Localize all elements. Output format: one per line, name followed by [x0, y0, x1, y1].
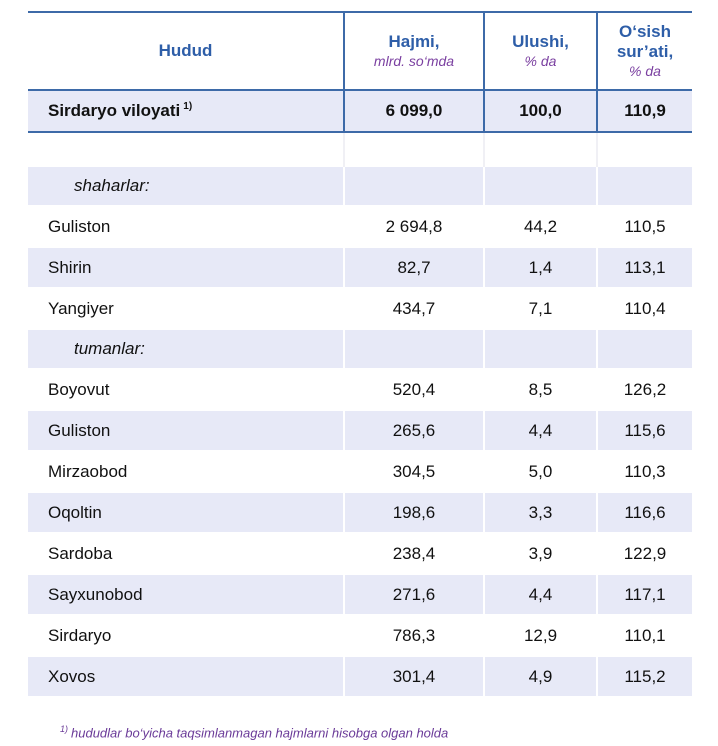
section-row-districts: tumanlar: — [28, 328, 692, 368]
row-growth: 115,2 — [596, 655, 692, 696]
row-volume: 304,5 — [343, 450, 483, 491]
row-share: 3,9 — [483, 532, 596, 573]
row-share: 44,2 — [483, 205, 596, 246]
row-name: Sayxunobod — [28, 573, 343, 614]
row-growth: 113,1 — [596, 246, 692, 287]
row-growth: 116,6 — [596, 491, 692, 532]
row-share: 4,4 — [483, 573, 596, 614]
row-name: Sirdaryo — [28, 614, 343, 655]
header-growth-unit: % da — [629, 63, 661, 79]
row-share: 1,4 — [483, 246, 596, 287]
table-row: Xovos 301,4 4,9 115,2 — [28, 655, 692, 696]
row-name: Sardoba — [28, 532, 343, 573]
row-name: Shirin — [28, 246, 343, 287]
row-volume: 520,4 — [343, 368, 483, 409]
row-share: 4,4 — [483, 409, 596, 450]
row-growth: 115,6 — [596, 409, 692, 450]
header-region: Hudud — [28, 11, 343, 91]
row-name: Boyovut — [28, 368, 343, 409]
table-row: Sardoba 238,4 3,9 122,9 — [28, 532, 692, 573]
header-region-label: Hudud — [158, 41, 213, 60]
header-volume: Hajmi, mlrd. so‘mda — [343, 11, 483, 91]
header-growth-label-2: sur’ati, — [616, 42, 674, 61]
row-name: Oqoltin — [28, 491, 343, 532]
table-row: Guliston 2 694,8 44,2 110,5 — [28, 205, 692, 246]
row-name: Xovos — [28, 655, 343, 696]
table-row: Guliston 265,6 4,4 115,6 — [28, 409, 692, 450]
row-growth: 110,1 — [596, 614, 692, 655]
row-growth: 110,3 — [596, 450, 692, 491]
section-label-cities: shaharlar: — [28, 167, 343, 205]
row-growth: 110,5 — [596, 205, 692, 246]
footnote-marker: 1) — [60, 724, 69, 734]
row-volume: 82,7 — [343, 246, 483, 287]
row-share: 8,5 — [483, 368, 596, 409]
row-growth: 117,1 — [596, 573, 692, 614]
table-row: Oqoltin 198,6 3,3 116,6 — [28, 491, 692, 532]
spacer-row — [28, 133, 692, 167]
total-volume: 6 099,0 — [343, 91, 483, 133]
row-growth: 122,9 — [596, 532, 692, 573]
row-share: 7,1 — [483, 287, 596, 328]
total-growth: 110,9 — [596, 91, 692, 133]
row-volume: 238,4 — [343, 532, 483, 573]
header-growth: O‘sish sur’ati, % da — [596, 11, 692, 91]
row-name: Mirzaobod — [28, 450, 343, 491]
total-name-cell: Sirdaryo viloyati 1) — [28, 91, 343, 133]
row-volume: 434,7 — [343, 287, 483, 328]
row-share: 4,9 — [483, 655, 596, 696]
table-header: Hudud Hajmi, mlrd. so‘mda Ulushi, % da O… — [28, 11, 692, 91]
table-row: Shirin 82,7 1,4 113,1 — [28, 246, 692, 287]
header-volume-unit: mlrd. so‘mda — [373, 53, 455, 69]
row-volume: 271,6 — [343, 573, 483, 614]
row-volume: 198,6 — [343, 491, 483, 532]
header-share-label: Ulushi, — [512, 32, 569, 51]
table-row: Boyovut 520,4 8,5 126,2 — [28, 368, 692, 409]
footnote-text: hududlar bo‘yicha taqsimlanmagan hajmlar… — [71, 725, 449, 741]
section-row-cities: shaharlar: — [28, 167, 692, 205]
row-growth: 110,4 — [596, 287, 692, 328]
total-name: Sirdaryo viloyati — [48, 101, 181, 120]
table-row: Sayxunobod 271,6 4,4 117,1 — [28, 573, 692, 614]
total-share: 100,0 — [483, 91, 596, 133]
row-name: Guliston — [28, 409, 343, 450]
row-growth: 126,2 — [596, 368, 692, 409]
row-volume: 301,4 — [343, 655, 483, 696]
row-volume: 786,3 — [343, 614, 483, 655]
row-share: 3,3 — [483, 491, 596, 532]
total-row: Sirdaryo viloyati 1) 6 099,0 100,0 110,9 — [28, 91, 692, 133]
header-share-unit: % da — [524, 53, 557, 69]
row-share: 12,9 — [483, 614, 596, 655]
header-growth-label-1: O‘sish — [619, 22, 671, 41]
header-volume-label: Hajmi, — [388, 32, 440, 51]
footnote: 1) hududlar bo‘yicha taqsimlanmagan hajml… — [60, 724, 448, 740]
footnote-ref: 1) — [183, 101, 193, 113]
section-label-districts: tumanlar: — [28, 328, 343, 368]
row-volume: 265,6 — [343, 409, 483, 450]
table-row: Yangiyer 434,7 7,1 110,4 — [28, 287, 692, 328]
header-share: Ulushi, % da — [483, 11, 596, 91]
table-row: Mirzaobod 304,5 5,0 110,3 — [28, 450, 692, 491]
table-row: Sirdaryo 786,3 12,9 110,1 — [28, 614, 692, 655]
row-share: 5,0 — [483, 450, 596, 491]
statistics-table: Hudud Hajmi, mlrd. so‘mda Ulushi, % da O… — [28, 11, 692, 696]
row-name: Yangiyer — [28, 287, 343, 328]
row-name: Guliston — [28, 205, 343, 246]
row-volume: 2 694,8 — [343, 205, 483, 246]
